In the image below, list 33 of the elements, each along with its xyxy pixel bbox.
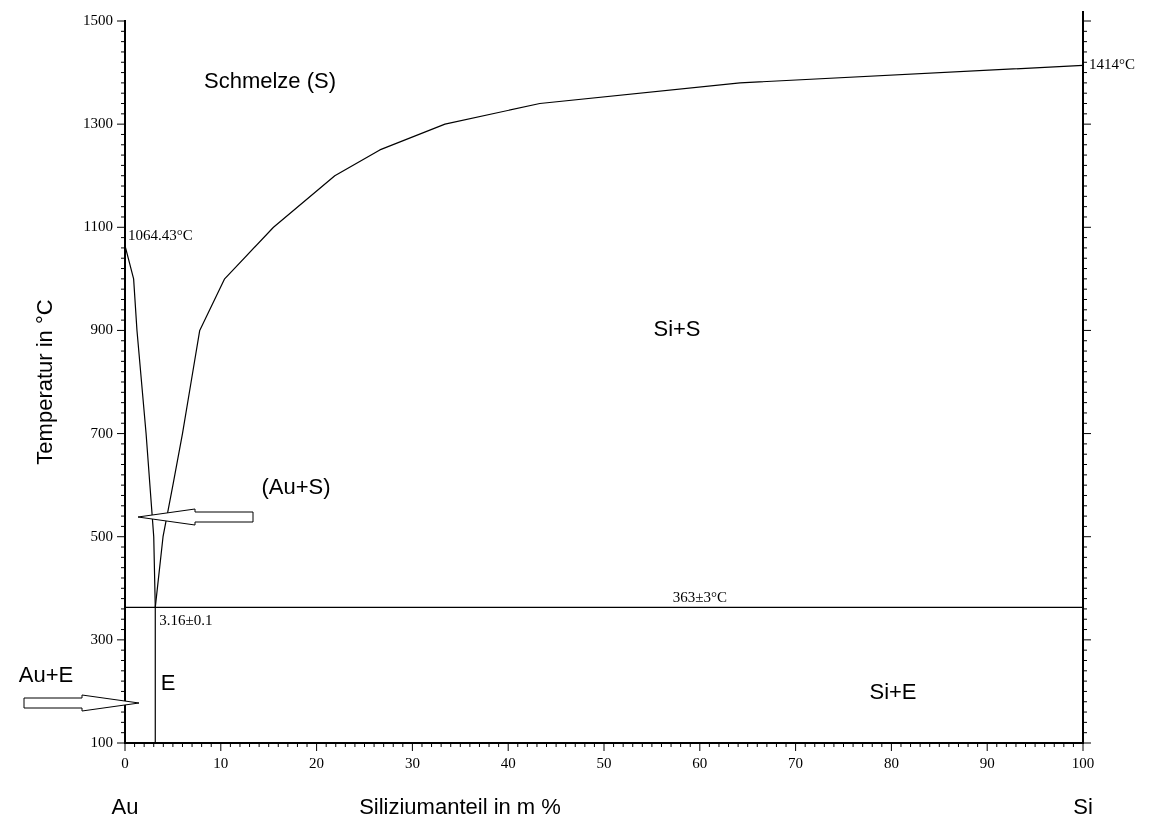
x-tick-label: 50 bbox=[596, 754, 612, 771]
text: Au bbox=[111, 794, 139, 820]
annotation: Si+E bbox=[869, 679, 917, 705]
x-tick-label: 80 bbox=[883, 754, 899, 771]
y-tick-label: 900 bbox=[90, 321, 113, 338]
x-tick-label: 10 bbox=[213, 754, 229, 771]
x-tick-label: 70 bbox=[788, 754, 804, 771]
y-axis-title: Temperatur in °C bbox=[32, 299, 58, 465]
y-tick-label: 1100 bbox=[83, 218, 113, 235]
annotation: (Au+S) bbox=[261, 474, 331, 500]
x-tick-label: 30 bbox=[404, 754, 420, 771]
annotation: 363±3°C bbox=[672, 589, 727, 606]
x-tick-label: 20 bbox=[309, 754, 325, 771]
x-tick-label: 100 bbox=[1071, 754, 1095, 771]
annotation: 3.16±0.1 bbox=[159, 612, 213, 629]
y-tick-label: 300 bbox=[90, 630, 113, 647]
y-tick-label: 100 bbox=[90, 733, 113, 750]
x-tick-label: 0 bbox=[121, 754, 129, 771]
text: Si bbox=[1073, 794, 1093, 820]
annotation: E bbox=[160, 670, 176, 696]
x-tick-label: 40 bbox=[500, 754, 516, 771]
y-tick-label: 500 bbox=[90, 527, 113, 544]
x-tick-label: 90 bbox=[979, 754, 995, 771]
annotation: 1064.43°C bbox=[128, 226, 193, 243]
y-tick-label: 1500 bbox=[83, 11, 113, 28]
x-tick-label: 60 bbox=[692, 754, 708, 771]
y-tick-label: 700 bbox=[90, 424, 113, 441]
annotation: 1414°C bbox=[1089, 56, 1136, 73]
text: Au+E bbox=[18, 662, 74, 688]
annotation: Si+S bbox=[653, 316, 701, 342]
y-tick-label: 1300 bbox=[83, 115, 113, 132]
x-axis-title: Siliziumanteil in m % bbox=[359, 794, 561, 820]
annotation: Schmelze (S) bbox=[203, 68, 337, 94]
